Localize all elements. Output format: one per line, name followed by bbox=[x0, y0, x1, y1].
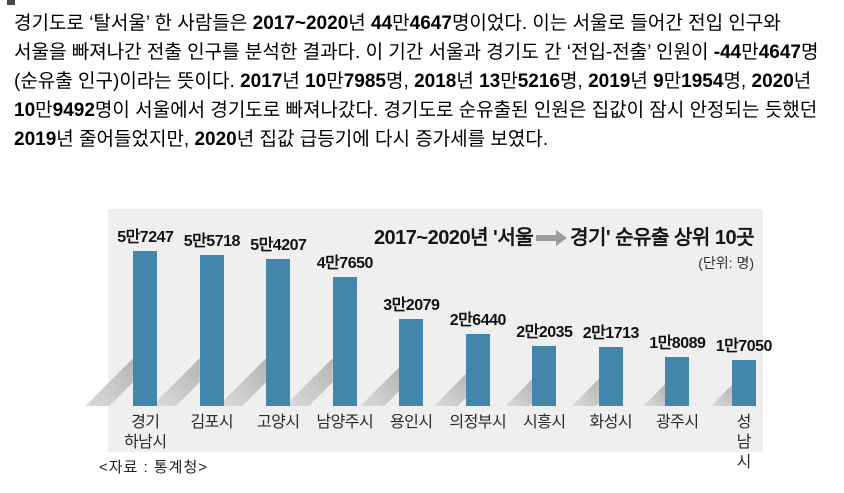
source-label: <자료 : 통계청> bbox=[99, 459, 209, 476]
bar-용인시 bbox=[399, 319, 424, 406]
arrow-head bbox=[556, 230, 568, 246]
category-label: 남양주시 bbox=[316, 414, 374, 431]
chart-unit-label: (단위: 명) bbox=[698, 255, 754, 271]
value-label: 5만7247 bbox=[117, 229, 174, 246]
bar-의정부시 bbox=[465, 334, 490, 406]
value-label: 1만8089 bbox=[649, 335, 706, 352]
category-label: 고양시 bbox=[256, 414, 300, 431]
bar-김포시 bbox=[199, 255, 224, 406]
value-label: 1만7050 bbox=[715, 338, 773, 355]
bar-shadow bbox=[151, 358, 200, 406]
value-label: 4만7650 bbox=[316, 255, 374, 272]
chart-panel: 2017~2020년 '서울 경기' 순유출 상위 10곳 (단위: 명) 5만7… bbox=[85, 209, 772, 471]
bar-고양시 bbox=[266, 259, 291, 406]
category-label: 용인시 bbox=[389, 414, 433, 431]
bar-shadow bbox=[284, 358, 333, 406]
cropped-text-fragment bbox=[7, 0, 15, 5]
bar-시흥시 bbox=[532, 346, 557, 406]
category-label: 김포시 bbox=[190, 414, 234, 431]
chart-title: 2017~2020년 '서울 경기' 순유출 상위 10곳 bbox=[373, 221, 755, 250]
value-label: 5만4207 bbox=[250, 237, 307, 254]
bar-화성시 bbox=[598, 347, 623, 406]
chart-header: 2017~2020년 '서울 경기' 순유출 상위 10곳 (단위: 명) bbox=[373, 221, 755, 273]
arrow-shaft bbox=[536, 235, 557, 241]
bar-shadow bbox=[85, 358, 134, 406]
value-label: 2만6440 bbox=[449, 312, 507, 329]
value-label: 2만2035 bbox=[516, 324, 573, 341]
arrow-right-icon bbox=[536, 230, 568, 246]
value-label: 3만2079 bbox=[383, 297, 440, 314]
bar-shadow bbox=[643, 384, 666, 406]
bar-shadow bbox=[710, 385, 732, 406]
category-label: 시흥시 bbox=[522, 414, 566, 431]
bar-shadow bbox=[571, 379, 599, 406]
category-label: 광주시 bbox=[655, 414, 699, 431]
bar-shadow bbox=[433, 374, 466, 406]
bar-shadow bbox=[218, 358, 267, 406]
value-label: 5만5718 bbox=[183, 233, 241, 250]
bar-성남시 bbox=[731, 360, 756, 406]
bar-남양주시 bbox=[332, 277, 357, 406]
chart-title-right: 경기' 순유출 상위 10곳 bbox=[570, 227, 754, 249]
bar-광주시 bbox=[665, 357, 690, 406]
bar-shadow bbox=[505, 379, 533, 406]
chart-title-left: 2017~2020년 '서울 bbox=[373, 227, 534, 249]
article-paragraph: 경기도로 ‘탈서울’ 한 사람들은 2017~2020년 44만4647명이었다… bbox=[14, 13, 819, 150]
category-label: 성남시 bbox=[736, 414, 752, 471]
value-label: 2만1713 bbox=[582, 325, 640, 342]
bar-경기 하남시 bbox=[133, 251, 158, 406]
category-label: 의정부시 bbox=[449, 414, 507, 431]
category-label: 화성시 bbox=[589, 414, 633, 431]
bar-shadow bbox=[360, 367, 400, 406]
bar-plot: 5만7247 5만5718 5만4207 4만7650 3만2079 2만6440 2만20… bbox=[85, 209, 772, 406]
category-label: 경기 하남시 bbox=[123, 414, 167, 451]
